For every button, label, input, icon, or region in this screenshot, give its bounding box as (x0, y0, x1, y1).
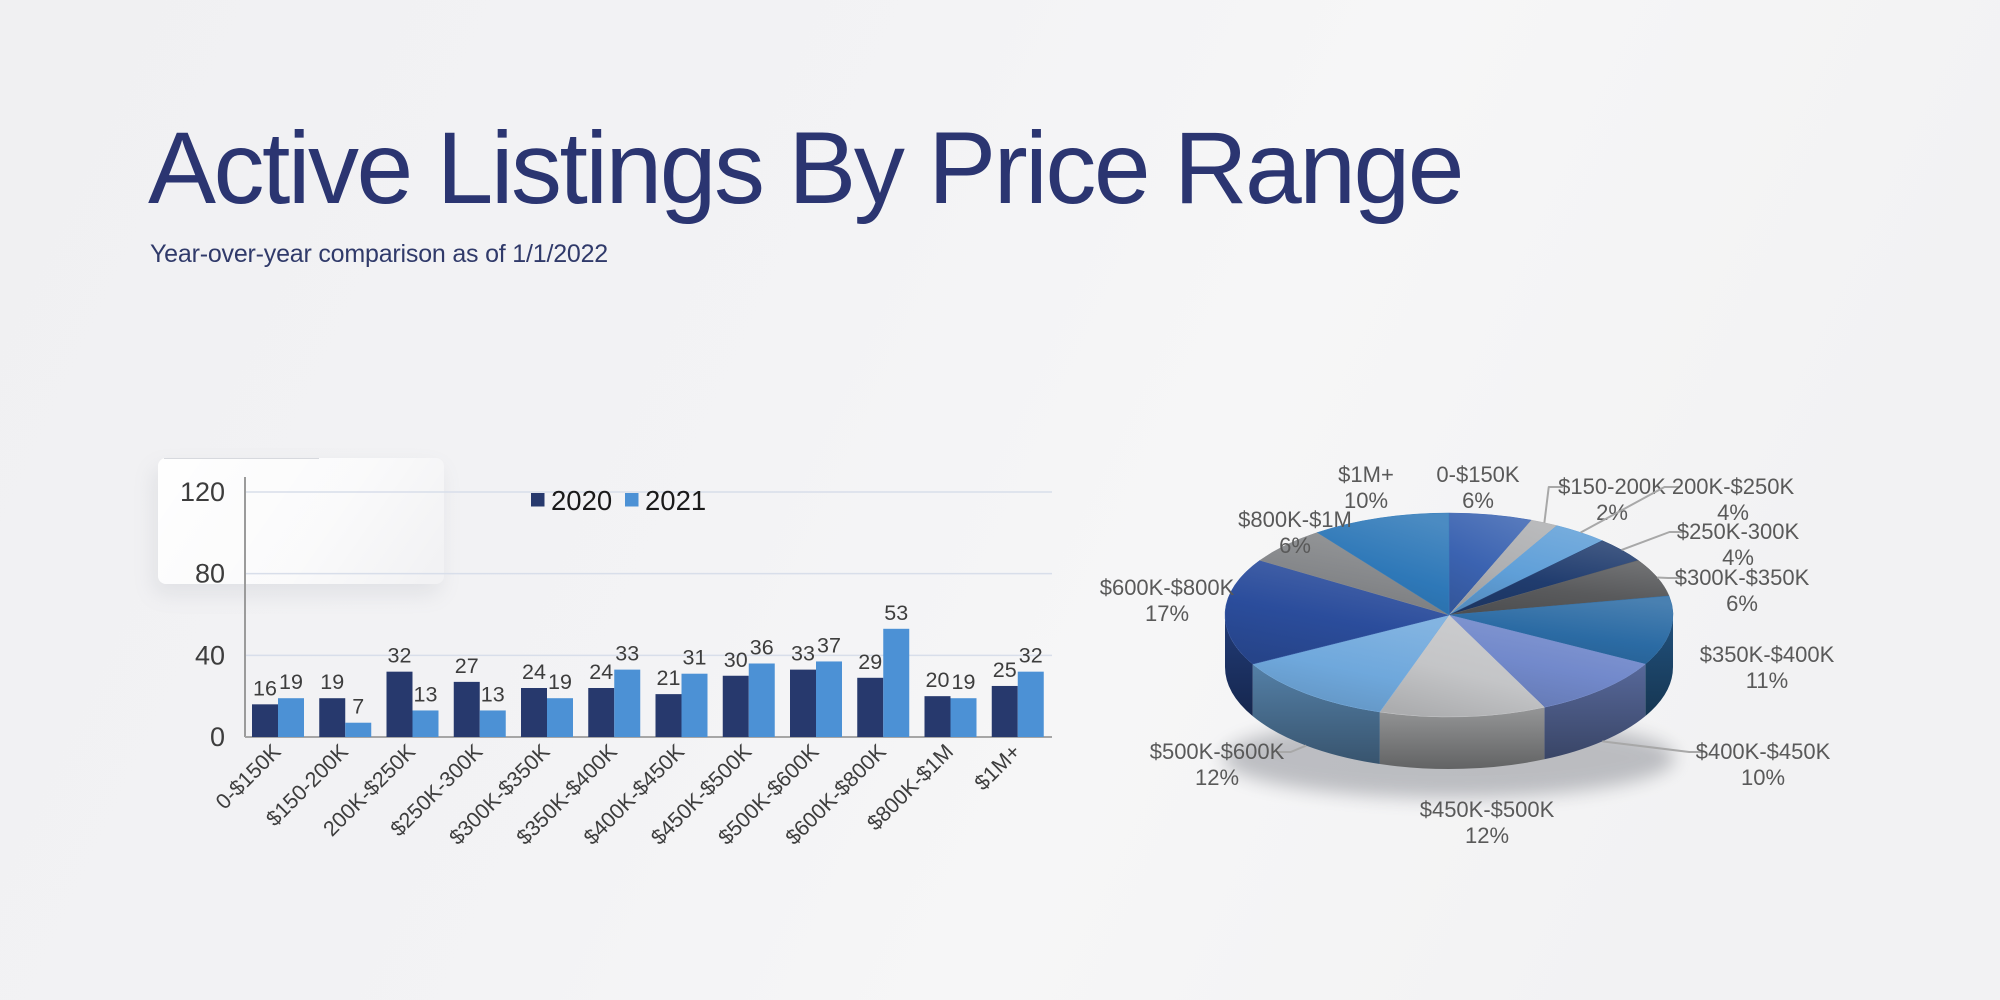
bar-value-label: 19 (320, 670, 344, 694)
pie-slice-label: $1M+ 10% (1338, 462, 1394, 513)
pie-leader-line (1580, 486, 1679, 534)
bar-2021 (748, 663, 775, 737)
bar-value-label: 24 (589, 660, 613, 684)
pie-slice (1448, 614, 1646, 708)
bar-value-label: 19 (952, 670, 976, 694)
bar-2020 (991, 685, 1018, 737)
y-axis-label: 80 (195, 559, 225, 589)
bar-value-label: 24 (522, 660, 546, 684)
bar-2021 (883, 628, 910, 737)
bar-2020 (453, 681, 480, 737)
bar-value-label: 32 (1019, 644, 1043, 668)
pie-slice-label: $800K-$1M 6% (1238, 507, 1352, 558)
pie-slice (1448, 595, 1674, 665)
pie-slice-label: $350K-$400K 11% (1700, 642, 1835, 693)
y-axis-label: 0 (210, 722, 225, 752)
bar-2021 (816, 661, 842, 737)
pie-leader-line (1543, 486, 1563, 523)
pie-slice-wall (1544, 664, 1646, 760)
pie-chart: 0-$150K 6% $150-200K 2%200K-$250K 4%$250K-30… (1100, 462, 1835, 848)
bar-value-label: 33 (615, 642, 639, 666)
bar-value-label: 25 (993, 658, 1017, 682)
bar-value-label: 37 (817, 633, 841, 657)
bar-value-label: 21 (657, 666, 681, 690)
bar-value-label: 32 (388, 644, 412, 668)
bar-2020 (252, 704, 278, 737)
bar-value-label: 53 (884, 601, 908, 625)
pie-slice-label: $600K-$800K 17% (1100, 575, 1235, 626)
bar-value-label: 20 (926, 668, 950, 692)
pie-slice-label: $300K-$350K 6% (1675, 565, 1810, 616)
bar-value-label: 19 (548, 670, 572, 694)
bar-2021 (412, 710, 439, 737)
bar-value-label: 29 (858, 650, 882, 674)
bar-2021 (1017, 671, 1044, 737)
bar-2020 (655, 694, 682, 737)
pie-leader-line (1657, 576, 1683, 579)
decor-card (158, 458, 444, 584)
bar-2020 (790, 669, 816, 737)
bar-value-label: 31 (683, 646, 707, 670)
bar-2021 (681, 673, 708, 737)
page-subtitle: Year-over-year comparison as of 1/1/2022 (150, 240, 609, 269)
pie-slice-label: $400K-$450K 10% (1696, 739, 1831, 790)
pie-leader-line (1621, 531, 1684, 551)
bar-value-label: 36 (750, 636, 774, 660)
bar-value-label: 27 (455, 654, 479, 678)
pie-slice-wall (1252, 664, 1380, 765)
bar-2020 (386, 671, 413, 737)
bar-2020 (319, 698, 346, 737)
bar-value-label: 30 (724, 648, 748, 672)
pie-slice (1316, 512, 1450, 616)
bar-value-label: 13 (414, 682, 438, 706)
bar-2020 (521, 688, 547, 737)
page-title: Active Listings By Price Range (148, 111, 1464, 225)
pie-leader-line (1276, 744, 1307, 753)
bar-2021 (345, 722, 372, 737)
pie-slice (1224, 560, 1450, 665)
bar-2020 (722, 675, 749, 737)
pie-slice-label: 0-$150K 6% (1436, 462, 1520, 513)
bar-value-label: 13 (481, 682, 505, 706)
legend-label-2020: 2020 (551, 485, 612, 516)
y-axis-label: 120 (180, 477, 225, 507)
bar-value-label: 19 (279, 670, 303, 694)
pie-slice-wall (1379, 707, 1545, 769)
x-axis-category-label: $1M+ (970, 740, 1025, 795)
pie-slice (1252, 614, 1450, 713)
pie-leader-line (1602, 740, 1704, 753)
bar-2020 (924, 696, 951, 737)
y-axis-label: 40 (195, 640, 225, 670)
bar-2020 (588, 688, 615, 737)
bar-2021 (614, 669, 641, 737)
pie-slice-label: $150-200K 2% (1558, 474, 1666, 525)
pie-slice (1379, 614, 1545, 718)
bar-value-label: 16 (253, 676, 277, 700)
bar-2021 (278, 698, 304, 737)
bar-value-label: 7 (352, 695, 364, 719)
bar-value-label: 33 (791, 642, 815, 666)
legend-label-2021: 2021 (645, 485, 706, 516)
pie-slice-label: $500K-$600K 12% (1150, 739, 1285, 790)
header: Active Listings By Price Range Year-over… (148, 111, 1464, 269)
pie-slice-label: $450K-$500K 12% (1420, 797, 1555, 848)
pie-slice-label: 200K-$250K 4% (1672, 474, 1795, 525)
bar-2021 (950, 698, 977, 737)
bar-2020 (857, 677, 884, 737)
pie-slice-label: $250K-300K 4% (1677, 519, 1800, 570)
bar-2021 (479, 710, 506, 737)
legend-swatch-2021 (625, 493, 639, 507)
legend-swatch-2020 (531, 493, 545, 507)
bar-2021 (547, 698, 573, 737)
